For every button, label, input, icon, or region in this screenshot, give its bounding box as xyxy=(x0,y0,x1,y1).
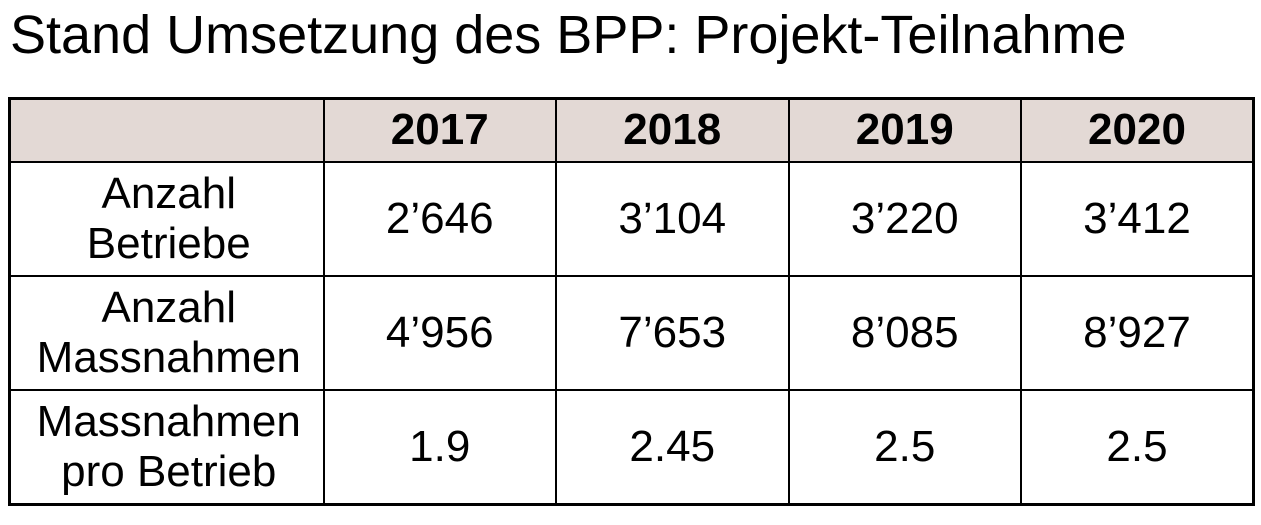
row-label-massnahmen-pro-betrieb: Massnahmen pro Betrieb xyxy=(8,388,325,506)
table-row-anzahl-massnahmen: Anzahl Massnahmen 4’956 7’653 8’085 8’92… xyxy=(8,274,1255,391)
project-participation-table: 2017 2018 2019 2020 Anzahl Betriebe 2’64… xyxy=(8,97,1255,506)
cell-pro-betrieb-2020: 2.5 xyxy=(1020,388,1255,506)
col-header-2020: 2020 xyxy=(1020,97,1255,163)
cell-betriebe-2017: 2’646 xyxy=(322,160,557,277)
table-header-row: 2017 2018 2019 2020 xyxy=(8,97,1255,163)
cell-massnahmen-2020: 8’927 xyxy=(1020,274,1255,391)
cell-betriebe-2019: 3’220 xyxy=(787,160,1022,277)
page-title: Stand Umsetzung des BPP: Projekt-Teilnah… xyxy=(10,5,1127,65)
cell-betriebe-2020: 3’412 xyxy=(1020,160,1255,277)
cell-massnahmen-2017: 4’956 xyxy=(322,274,557,391)
cell-pro-betrieb-2018: 2.45 xyxy=(555,388,790,506)
col-header-2019: 2019 xyxy=(787,97,1022,163)
row-label-anzahl-massnahmen: Anzahl Massnahmen xyxy=(8,274,325,391)
cell-massnahmen-2018: 7’653 xyxy=(555,274,790,391)
cell-pro-betrieb-2017: 1.9 xyxy=(322,388,557,506)
table-row-anzahl-betriebe: Anzahl Betriebe 2’646 3’104 3’220 3’412 xyxy=(8,160,1255,277)
col-header-2017: 2017 xyxy=(322,97,557,163)
corner-cell xyxy=(8,97,325,163)
table-row-massnahmen-pro-betrieb: Massnahmen pro Betrieb 1.9 2.45 2.5 2.5 xyxy=(8,388,1255,506)
row-label-anzahl-betriebe: Anzahl Betriebe xyxy=(8,160,325,277)
cell-betriebe-2018: 3’104 xyxy=(555,160,790,277)
col-header-2018: 2018 xyxy=(555,97,790,163)
cell-pro-betrieb-2019: 2.5 xyxy=(787,388,1022,506)
cell-massnahmen-2019: 8’085 xyxy=(787,274,1022,391)
